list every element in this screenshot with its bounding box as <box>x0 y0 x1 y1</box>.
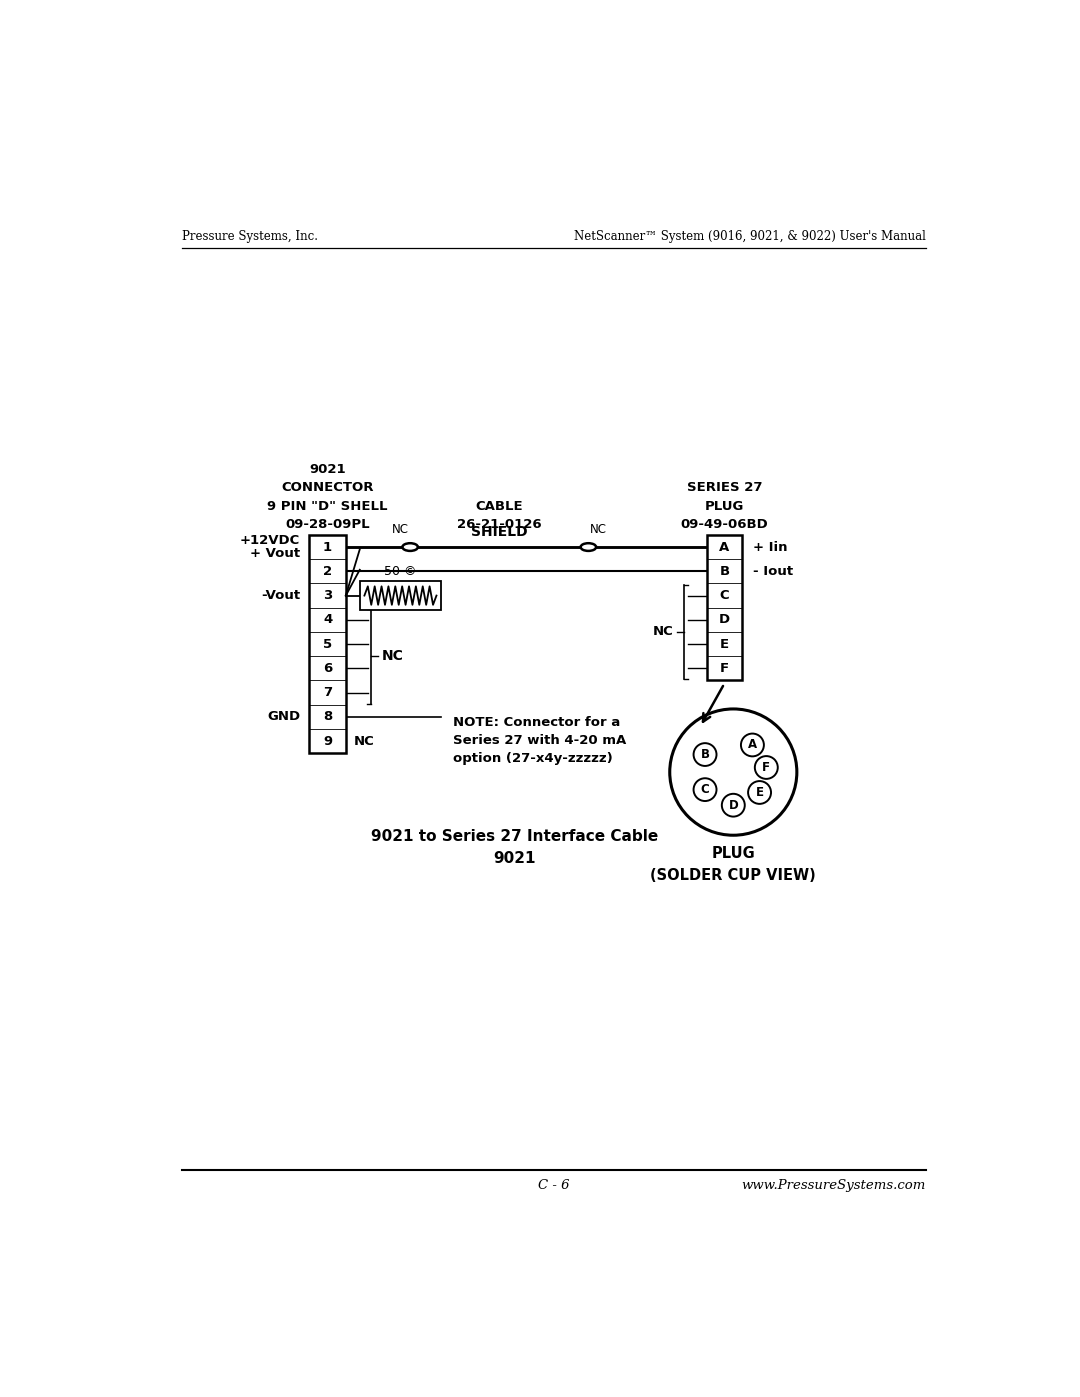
Bar <box>360 581 441 610</box>
Bar <box>707 535 742 680</box>
Text: B: B <box>719 564 729 578</box>
Text: -Vout: -Vout <box>261 590 300 602</box>
Ellipse shape <box>403 543 418 550</box>
Ellipse shape <box>581 543 596 550</box>
Text: 1: 1 <box>323 541 333 553</box>
Text: E: E <box>756 787 764 799</box>
Text: www.PressureSystems.com: www.PressureSystems.com <box>741 1179 926 1193</box>
Text: 09-28-09PL: 09-28-09PL <box>285 518 369 531</box>
Text: +12VDC
+ Vout: +12VDC + Vout <box>240 534 300 560</box>
Text: 50 ©: 50 © <box>384 566 417 578</box>
Text: GND: GND <box>267 710 300 724</box>
Text: C: C <box>701 784 710 796</box>
Text: PLUG: PLUG <box>712 847 755 861</box>
Text: A: A <box>719 541 729 553</box>
Text: - Iout: - Iout <box>753 564 793 578</box>
Text: + Iin: + Iin <box>753 541 787 553</box>
Text: NC: NC <box>590 524 607 536</box>
Text: C: C <box>719 590 729 602</box>
Text: SERIES 27: SERIES 27 <box>687 481 762 495</box>
Text: 4: 4 <box>323 613 333 626</box>
Text: Pressure Systems, Inc.: Pressure Systems, Inc. <box>181 231 318 243</box>
Text: CONNECTOR: CONNECTOR <box>281 481 374 495</box>
Text: 9021 to Series 27 Interface Cable: 9021 to Series 27 Interface Cable <box>372 828 659 844</box>
Text: NOTE: Connector for a
Series 27 with 4-20 mA
option (27-x4y-zzzzz): NOTE: Connector for a Series 27 with 4-2… <box>453 715 626 766</box>
Text: 3: 3 <box>323 590 333 602</box>
Text: PLUG: PLUG <box>705 500 744 513</box>
Bar <box>309 535 346 753</box>
Text: NC: NC <box>353 735 375 747</box>
Text: 7: 7 <box>323 686 333 698</box>
Text: F: F <box>720 662 729 675</box>
Text: C - 6: C - 6 <box>538 1179 569 1193</box>
Text: NC: NC <box>381 650 403 664</box>
Text: 26-21-0126: 26-21-0126 <box>457 518 541 531</box>
Text: NC: NC <box>392 524 408 536</box>
Text: 8: 8 <box>323 710 333 724</box>
Text: CABLE: CABLE <box>475 500 523 513</box>
Text: 9 PIN "D" SHELL: 9 PIN "D" SHELL <box>268 500 388 513</box>
Text: NetScanner™ System (9016, 9021, & 9022) User's Manual: NetScanner™ System (9016, 9021, & 9022) … <box>573 231 926 243</box>
Text: E: E <box>720 637 729 651</box>
Text: F: F <box>762 761 770 774</box>
Text: A: A <box>747 739 757 752</box>
Text: SHIELD: SHIELD <box>471 525 527 539</box>
Text: 5: 5 <box>323 637 333 651</box>
Text: NC: NC <box>653 626 674 638</box>
Text: 9021: 9021 <box>494 851 536 866</box>
Text: D: D <box>719 613 730 626</box>
Text: B: B <box>701 747 710 761</box>
Text: 9021: 9021 <box>309 462 346 475</box>
Text: (SOLDER CUP VIEW): (SOLDER CUP VIEW) <box>650 868 816 883</box>
Text: 09-49-06BD: 09-49-06BD <box>680 518 768 531</box>
Text: 2: 2 <box>323 564 333 578</box>
Text: 6: 6 <box>323 662 333 675</box>
Text: D: D <box>728 799 738 812</box>
Text: 9: 9 <box>323 735 333 747</box>
